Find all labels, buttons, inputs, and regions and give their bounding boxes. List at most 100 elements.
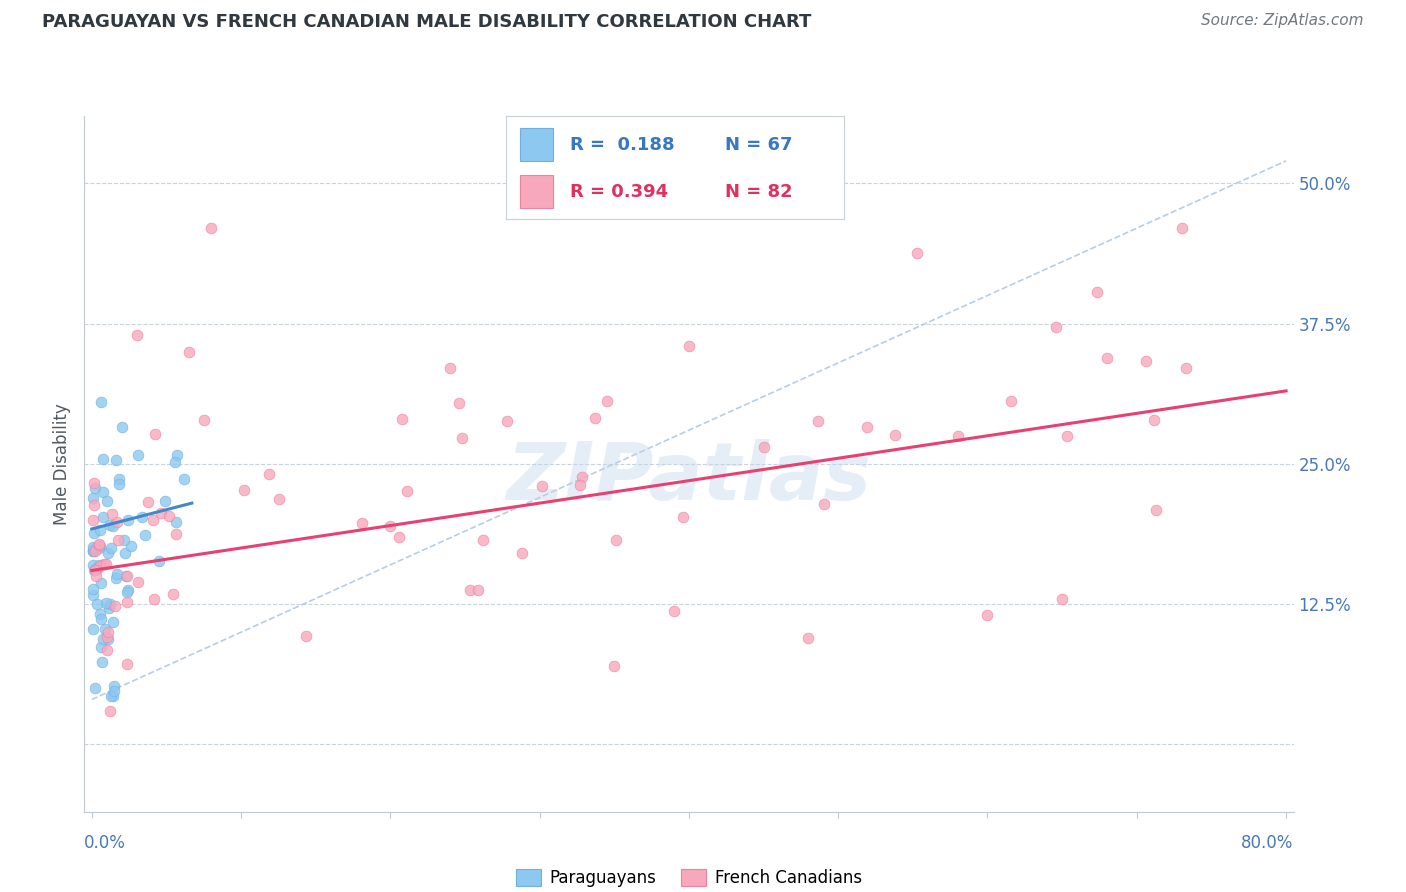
Point: [83, 563, 105, 577]
Point: [806, 414, 828, 428]
Text: N = 82: N = 82: [725, 183, 793, 201]
Point: [115, 569, 138, 583]
Point: [165, 455, 187, 469]
Point: [134, 528, 156, 542]
Point: [103, 684, 125, 698]
Point: [91, 632, 114, 646]
Point: [451, 431, 474, 445]
Point: [101, 507, 124, 521]
Point: [82, 540, 104, 554]
Point: [117, 585, 139, 599]
Point: [1135, 354, 1157, 368]
Point: [89, 523, 111, 537]
Point: [97, 601, 120, 615]
Point: [467, 583, 489, 598]
Point: [672, 509, 695, 524]
Point: [114, 546, 136, 560]
Point: [148, 554, 170, 568]
Point: [90, 655, 112, 669]
Point: [82, 543, 104, 558]
Point: [104, 453, 127, 467]
Point: [96, 624, 118, 639]
Point: [101, 689, 124, 703]
Point: [120, 539, 142, 553]
Point: [165, 515, 187, 529]
Point: [108, 471, 131, 485]
Text: ZIPatlas: ZIPatlas: [506, 439, 872, 516]
Point: [391, 412, 413, 426]
Point: [115, 568, 138, 582]
Point: [82, 622, 104, 636]
Point: [1143, 413, 1166, 427]
Point: [165, 527, 187, 541]
Point: [97, 545, 120, 559]
Point: [380, 518, 402, 533]
Point: [1144, 503, 1167, 517]
Point: [94, 622, 117, 636]
Point: [84, 681, 107, 695]
Point: [388, 530, 411, 544]
Point: [104, 599, 127, 613]
Point: [89, 559, 111, 574]
Point: [153, 494, 176, 508]
Point: [112, 533, 135, 547]
Point: [142, 513, 165, 527]
Point: [143, 426, 166, 441]
Point: [82, 512, 104, 526]
Point: [94, 558, 117, 572]
Point: [98, 704, 121, 718]
Point: [82, 491, 104, 506]
Point: [571, 469, 593, 483]
Point: [82, 542, 104, 557]
Point: [96, 494, 118, 508]
Point: [856, 419, 879, 434]
Point: [111, 419, 134, 434]
Point: [678, 339, 700, 353]
Point: [115, 595, 138, 609]
Point: [83, 476, 105, 491]
Bar: [520, 176, 554, 208]
Point: [127, 575, 149, 590]
Point: [568, 477, 591, 491]
Point: [117, 657, 139, 671]
Point: [472, 533, 495, 547]
Point: [104, 571, 127, 585]
Point: [662, 603, 685, 617]
Point: [98, 517, 121, 532]
Point: [93, 557, 115, 571]
Point: [96, 596, 118, 610]
Point: [752, 440, 775, 454]
Point: [585, 410, 607, 425]
Point: [101, 615, 124, 629]
Point: [1000, 394, 1022, 409]
Point: [96, 642, 118, 657]
Point: [157, 509, 180, 524]
Text: 80.0%: 80.0%: [1241, 834, 1294, 852]
Point: [1056, 429, 1078, 443]
Point: [257, 467, 280, 482]
Point: [177, 344, 200, 359]
Bar: [520, 128, 554, 161]
Point: [603, 658, 626, 673]
Point: [89, 539, 111, 553]
Point: [131, 509, 153, 524]
Point: [87, 538, 110, 552]
Point: [166, 448, 188, 462]
Point: [200, 221, 222, 235]
Point: [605, 533, 627, 547]
Point: [89, 607, 111, 621]
Point: [1170, 221, 1192, 235]
Text: N = 67: N = 67: [725, 136, 793, 153]
Point: [976, 608, 998, 623]
Point: [1050, 591, 1073, 606]
Point: [86, 597, 108, 611]
Point: [90, 613, 112, 627]
Point: [90, 395, 112, 409]
Point: [103, 679, 125, 693]
Point: [150, 506, 173, 520]
Point: [84, 568, 107, 582]
Point: [1175, 361, 1198, 376]
Point: [125, 327, 148, 342]
Point: [84, 481, 107, 495]
Point: [447, 396, 470, 410]
